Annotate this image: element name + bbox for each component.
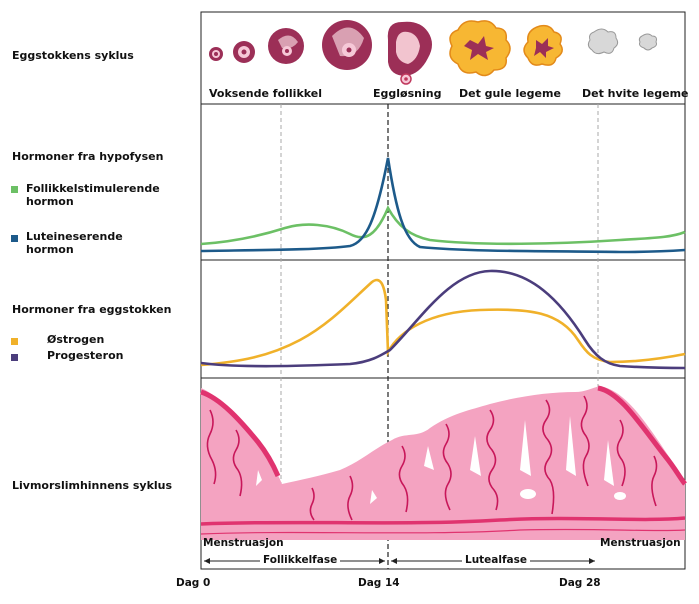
stage-label-ovulation: Eggløsning (373, 87, 442, 100)
row-label-pituitary: Hormoner fra hypofysen (12, 150, 164, 163)
day-14-label: Dag 14 (358, 577, 400, 589)
menstruation-label-left: Menstruasjon (203, 537, 284, 549)
progesterone-legend-swatch (11, 354, 18, 361)
estrogen-legend-swatch (11, 338, 18, 345)
follicle-icon-2 (233, 41, 255, 63)
row-label-ovary: Eggstokkens syklus (12, 49, 134, 62)
corpus-luteum-icon-large (449, 20, 511, 77)
fsh-legend: Follikkelstimulerende hormon (26, 182, 160, 208)
follicle-icon-1 (209, 47, 223, 61)
row-label-ovary-hormones: Hormoner fra eggstokken (12, 303, 172, 316)
corpus-albicans-icon-small (638, 33, 657, 51)
luteal-phase-label: Lutealfase (462, 554, 531, 566)
lh-curve (200, 157, 686, 254)
follicle-icon-4 (322, 20, 372, 70)
follicular-phase-label: Follikkelfase (260, 554, 341, 566)
stage-label-corpus-luteum: Det gule legeme (459, 87, 561, 100)
row-label-endometrium: Livmorslimhinnens syklus (12, 479, 173, 492)
panel-frame (200, 11, 686, 570)
lh-legend-swatch (11, 235, 18, 242)
day-0-label: Dag 0 (176, 577, 211, 589)
stage-label-corpus-albicans: Det hvite legeme (582, 87, 689, 100)
stage-label-growing: Voksende follikkel (209, 87, 323, 100)
day-28-label: Dag 28 (559, 577, 601, 589)
progesterone-legend: Progesteron (47, 349, 124, 362)
menstruation-label-right: Menstruasjon (600, 537, 681, 549)
lh-legend: Luteineserende hormon (26, 230, 123, 256)
ovulation-icon (387, 21, 432, 85)
corpus-albicans-icon-large (587, 28, 619, 55)
lh-legend-line2: hormon (26, 243, 74, 256)
progesterone-curve (200, 269, 686, 370)
fsh-legend-swatch (11, 186, 18, 193)
corpus-luteum-icon-small (523, 24, 563, 66)
endometrium-illustration (200, 385, 687, 540)
follicle-icon-3 (268, 28, 304, 64)
estrogen-curve (200, 278, 686, 367)
fsh-curve (200, 205, 686, 246)
lh-legend-line1: Luteineserende (26, 230, 123, 243)
fsh-legend-line2: hormon (26, 195, 74, 208)
estrogen-legend: Østrogen (47, 333, 105, 346)
fsh-legend-line1: Follikkelstimulerende (26, 182, 160, 195)
